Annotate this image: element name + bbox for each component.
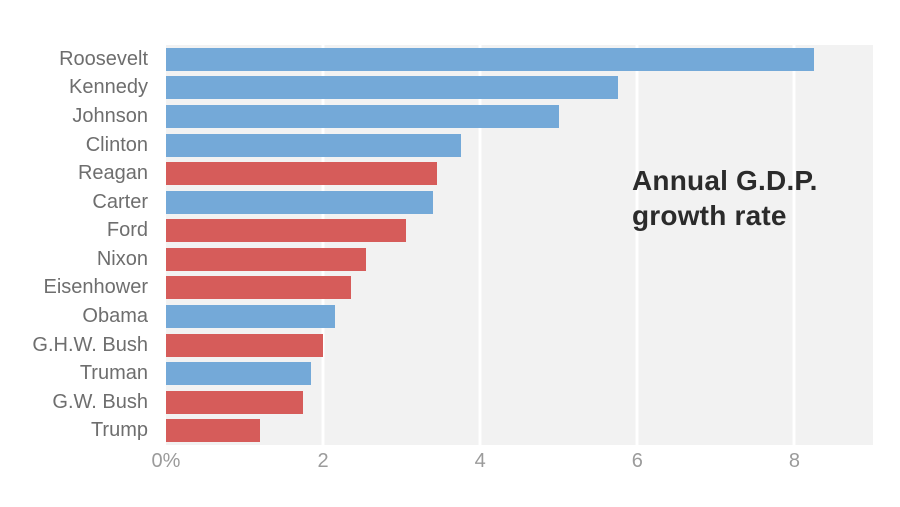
bar-democrat	[166, 304, 335, 328]
y-axis-label: G.W. Bush	[52, 390, 148, 413]
bar-row	[166, 359, 873, 388]
chart-title: Annual G.D.P. growth rate	[632, 163, 818, 233]
bar-republican	[166, 390, 304, 414]
bar-democrat	[166, 190, 434, 214]
bar-row	[166, 188, 873, 217]
bar-row	[166, 245, 873, 274]
x-axis-tick-label: 2	[317, 450, 329, 472]
y-axis-label: G.H.W. Bush	[32, 333, 148, 356]
x-axis: 0% 2 4 6 8	[152, 450, 873, 476]
bar-row	[166, 45, 873, 74]
gridline	[478, 45, 482, 445]
y-axis-label: Clinton	[85, 133, 148, 156]
bar-democrat	[166, 362, 312, 386]
y-axis-label: Carter	[92, 190, 148, 213]
x-axis-tick-label: 4	[474, 450, 486, 472]
plot-area: Annual G.D.P. growth rate	[166, 45, 873, 445]
bar-republican	[166, 247, 367, 271]
chart-title-line-1: Annual G.D.P.	[632, 165, 818, 196]
y-axis-label: Obama	[82, 304, 148, 327]
bar-row	[166, 417, 873, 446]
gridline	[321, 45, 325, 445]
bar-row	[166, 74, 873, 103]
y-axis-labels: Roosevelt Kennedy Johnson Clinton Reagan Cart…	[0, 45, 166, 445]
y-axis-label: Reagan	[77, 162, 148, 185]
bar-row	[166, 302, 873, 331]
bar-democrat	[166, 133, 461, 157]
x-axis-tick-label: 0%	[151, 450, 181, 472]
bar-republican	[166, 419, 261, 443]
y-axis-label: Ford	[106, 219, 148, 242]
bar-row	[166, 331, 873, 360]
y-axis-label: Johnson	[72, 104, 148, 127]
y-axis-label: Kennedy	[69, 76, 148, 99]
bars-container	[166, 45, 873, 445]
gridline	[792, 45, 796, 445]
y-axis-label: Eisenhower	[43, 276, 148, 299]
bar-row	[166, 159, 873, 188]
x-axis-tick-label: 6	[631, 450, 643, 472]
bar-row	[166, 102, 873, 131]
x-axis-tick-label: 8	[788, 450, 800, 472]
bar-republican	[166, 162, 438, 186]
bar-row	[166, 274, 873, 303]
bar-democrat	[166, 104, 559, 128]
y-axis-label: Roosevelt	[59, 47, 148, 70]
gdp-bar-chart: Roosevelt Kennedy Johnson Clinton Reagan Cart…	[0, 45, 900, 445]
bar-row	[166, 388, 873, 417]
y-axis-label: Trump	[90, 419, 148, 442]
y-axis-label: Nixon	[96, 247, 148, 270]
bar-republican	[166, 276, 351, 300]
chart-title-line-2: growth rate	[632, 200, 787, 231]
bar-row	[166, 131, 873, 160]
bar-democrat	[166, 76, 618, 100]
y-axis-label: Truman	[79, 362, 148, 385]
gridline	[635, 45, 639, 445]
bar-republican	[166, 219, 406, 243]
bar-republican	[166, 333, 324, 357]
bar-democrat	[166, 47, 815, 71]
bar-row	[166, 216, 873, 245]
